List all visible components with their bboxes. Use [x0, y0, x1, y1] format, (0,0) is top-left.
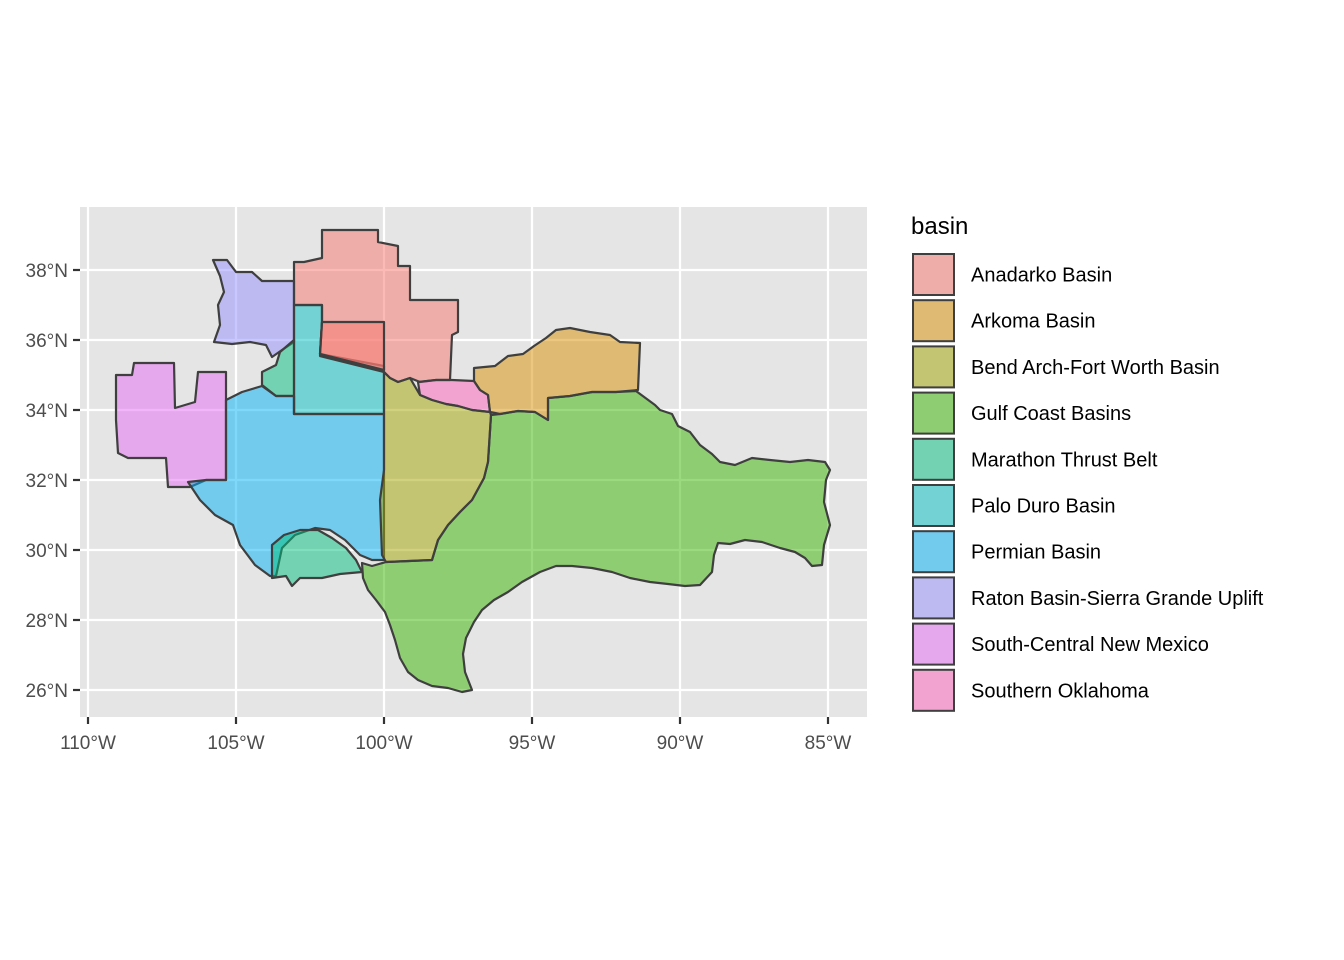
- legend-label: Gulf Coast Basins: [971, 403, 1131, 425]
- legend-label: Anadarko Basin: [971, 265, 1112, 287]
- legend-label: South-Central New Mexico: [971, 634, 1209, 656]
- y-tick-label: 38°N: [26, 261, 68, 282]
- x-tick-label: 90°W: [657, 733, 704, 754]
- legend-key-southern-oklahoma: [912, 668, 955, 712]
- legend-label: Permian Basin: [971, 542, 1101, 564]
- y-tick-label: 36°N: [26, 331, 68, 352]
- legend-label: Marathon Thrust Belt: [971, 449, 1158, 471]
- y-tick-label: 34°N: [26, 401, 68, 422]
- legend-key-anadarko: [912, 253, 955, 296]
- legend-key-palo-duro: [912, 484, 955, 527]
- basin-raton: [211, 258, 296, 359]
- x-tick-label: 100°W: [355, 733, 412, 754]
- legend-label: Palo Duro Basin: [971, 496, 1116, 518]
- x-tick-label: 110°W: [60, 733, 116, 754]
- x-axis: [86, 717, 830, 724]
- x-tick-label: 95°W: [509, 733, 556, 754]
- legend-key-bend-arch: [912, 345, 955, 389]
- x-tick-label: 85°W: [805, 733, 852, 754]
- legend-items: Anadarko Basin Arkoma Basin Bend Arch-Fort…: [912, 253, 1264, 712]
- basin-bend-arch-fort-worth: [378, 370, 493, 564]
- y-tick-label: 28°N: [26, 611, 68, 632]
- y-tick-label: 26°N: [26, 681, 68, 702]
- legend-label: Raton Basin-Sierra Grande Uplift: [971, 588, 1264, 610]
- legend-key-marathon: [912, 437, 955, 481]
- y-axis: [73, 268, 80, 692]
- legend-key-raton: [912, 576, 955, 620]
- basin-anadarko-inner: [318, 320, 386, 372]
- legend-key-gulf-coast: [912, 391, 955, 435]
- legend-label: Arkoma Basin: [971, 311, 1096, 333]
- legend: basin Anadarko Basin Arkoma Basin Bend Arc…: [911, 213, 1264, 712]
- y-tick-label: 30°N: [26, 541, 68, 562]
- legend-label: Bend Arch-Fort Worth Basin: [971, 357, 1220, 379]
- legend-key-arkoma: [912, 299, 955, 343]
- x-tick-label: 105°W: [207, 733, 264, 754]
- legend-label: Southern Oklahoma: [971, 680, 1150, 702]
- basin-marathon-thrust-belt: [270, 528, 364, 588]
- legend-key-south-central-nm: [912, 622, 955, 666]
- y-tick-label: 32°N: [26, 471, 68, 492]
- legend-key-permian: [912, 530, 955, 574]
- legend-title: basin: [911, 213, 968, 240]
- basin-polygons: [114, 228, 832, 694]
- basin-arkoma: [472, 326, 642, 422]
